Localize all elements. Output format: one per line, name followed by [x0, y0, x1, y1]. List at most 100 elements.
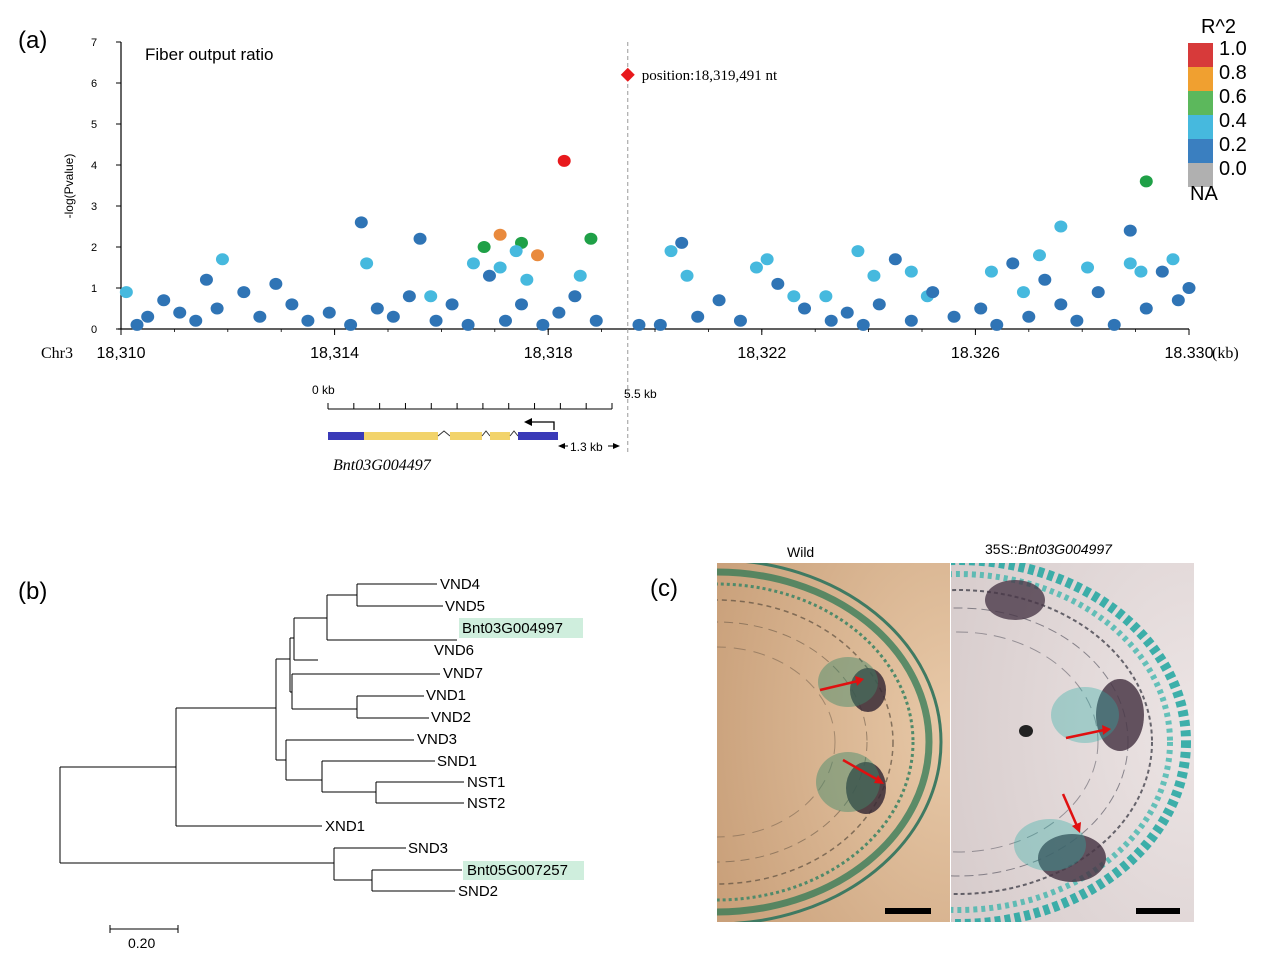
panel-c: (c) Wild 35S::Bnt03G004997	[650, 541, 1194, 922]
data-point	[157, 294, 171, 307]
y-tick-label: 3	[91, 201, 97, 213]
data-point	[531, 249, 545, 262]
x-tick-label: 18.326	[951, 345, 1000, 362]
position-marker-diamond	[620, 67, 635, 82]
data-point	[1081, 261, 1095, 274]
position-diamond-icon	[620, 67, 635, 82]
legend-label: 0.2	[1219, 134, 1247, 156]
data-point	[568, 290, 582, 303]
leaf-xnd1: XND1	[325, 818, 365, 835]
gene-scale-end: 5.5 kb	[624, 387, 657, 401]
data-point	[851, 245, 865, 258]
data-point	[589, 314, 603, 327]
y-tick-label: 5	[91, 119, 97, 131]
panel-a-title: Fiber output ratio	[145, 45, 274, 64]
data-point	[867, 269, 881, 282]
data-point	[1134, 265, 1148, 278]
gene-intron-1	[437, 430, 451, 437]
data-point	[1155, 265, 1169, 278]
data-point	[1022, 310, 1036, 323]
y-tick-label: 7	[91, 37, 97, 49]
data-point	[712, 294, 726, 307]
data-point	[653, 318, 667, 331]
micrograph-transgenic-title: 35S::Bnt03G004997	[985, 541, 1113, 557]
data-point	[990, 318, 1004, 331]
data-point	[1171, 294, 1185, 307]
data-point	[173, 306, 187, 319]
data-point	[509, 245, 523, 258]
micrograph-transgenic	[951, 563, 1194, 922]
data-point	[119, 286, 133, 299]
data-point	[872, 298, 886, 311]
data-point	[253, 310, 267, 323]
data-point	[664, 245, 678, 258]
data-point	[520, 273, 534, 286]
data-point	[984, 265, 998, 278]
data-point	[493, 261, 507, 274]
leaf-vnd2: VND2	[431, 709, 471, 726]
data-point	[536, 318, 550, 331]
leaf-bnt03g004997: Bnt03G004997	[462, 620, 563, 637]
data-point	[787, 290, 801, 303]
leaf-vnd1: VND1	[426, 687, 466, 704]
data-point	[1006, 257, 1020, 270]
leaf-bnt05g007257: Bnt05G007257	[467, 862, 568, 879]
data-point	[771, 277, 785, 290]
panel-a: (a) Fiber output ratio -log(Pvalue) 0 1 2 3…	[18, 16, 1247, 474]
data-point	[210, 302, 224, 315]
y-tick-label: 4	[91, 160, 97, 172]
data-point	[1070, 314, 1084, 327]
data-point	[301, 314, 315, 327]
legend-swatch	[1188, 43, 1213, 67]
data-point	[840, 306, 854, 319]
data-point	[322, 306, 336, 319]
x-tick-label: 18,322	[737, 345, 786, 362]
gene-intron-2	[481, 430, 491, 437]
data-point	[402, 290, 416, 303]
x-tick-label: 18.330	[1165, 345, 1214, 362]
data-point	[360, 257, 374, 270]
legend-swatch	[1188, 139, 1213, 163]
gene-name-label: Bnt03G004497	[333, 457, 432, 474]
legend-swatch	[1188, 91, 1213, 115]
data-point	[904, 265, 918, 278]
legend-label: 0.4	[1219, 110, 1247, 132]
legend-title: R^2	[1201, 16, 1236, 38]
data-point	[493, 228, 507, 241]
leaf-vnd3: VND3	[417, 731, 457, 748]
data-point	[386, 310, 400, 323]
chromosome-label: Chr3	[41, 345, 73, 362]
data-point	[237, 286, 251, 299]
y-axis-label: -log(Pvalue)	[62, 154, 76, 219]
data-point	[733, 314, 747, 327]
data-point	[749, 261, 763, 274]
panel-a-label: (a)	[18, 27, 47, 54]
data-point	[1091, 286, 1105, 299]
x-unit-label: (kb)	[1212, 345, 1239, 362]
data-point	[215, 253, 229, 266]
data-point	[199, 273, 213, 286]
tree-leaves: VND4 VND5 Bnt03G004997 VND6 VND7 VND1 VN…	[325, 576, 568, 900]
x-ticks: 18,310 18,314 18,318 18,322 18.326 18.330	[97, 329, 1214, 362]
data-point	[819, 290, 833, 303]
gene-utr-left	[328, 432, 364, 440]
micrograph-wild-title: Wild	[787, 544, 814, 560]
distance-arrow-right-icon	[613, 443, 620, 449]
y-tick-label: 1	[91, 283, 97, 295]
transcription-arrow-head	[524, 418, 532, 426]
data-point	[1016, 286, 1030, 299]
micrograph-wild	[717, 563, 950, 922]
data-point	[429, 314, 443, 327]
data-point	[445, 298, 459, 311]
data-point	[141, 310, 155, 323]
data-point	[632, 318, 646, 331]
data-point	[370, 302, 384, 315]
data-point	[974, 302, 988, 315]
legend-label: 0.0	[1219, 158, 1247, 180]
data-point	[285, 298, 299, 311]
data-point	[947, 310, 961, 323]
data-point	[1054, 298, 1068, 311]
gene-exon-3	[490, 432, 510, 440]
scatter-points	[119, 154, 1196, 331]
